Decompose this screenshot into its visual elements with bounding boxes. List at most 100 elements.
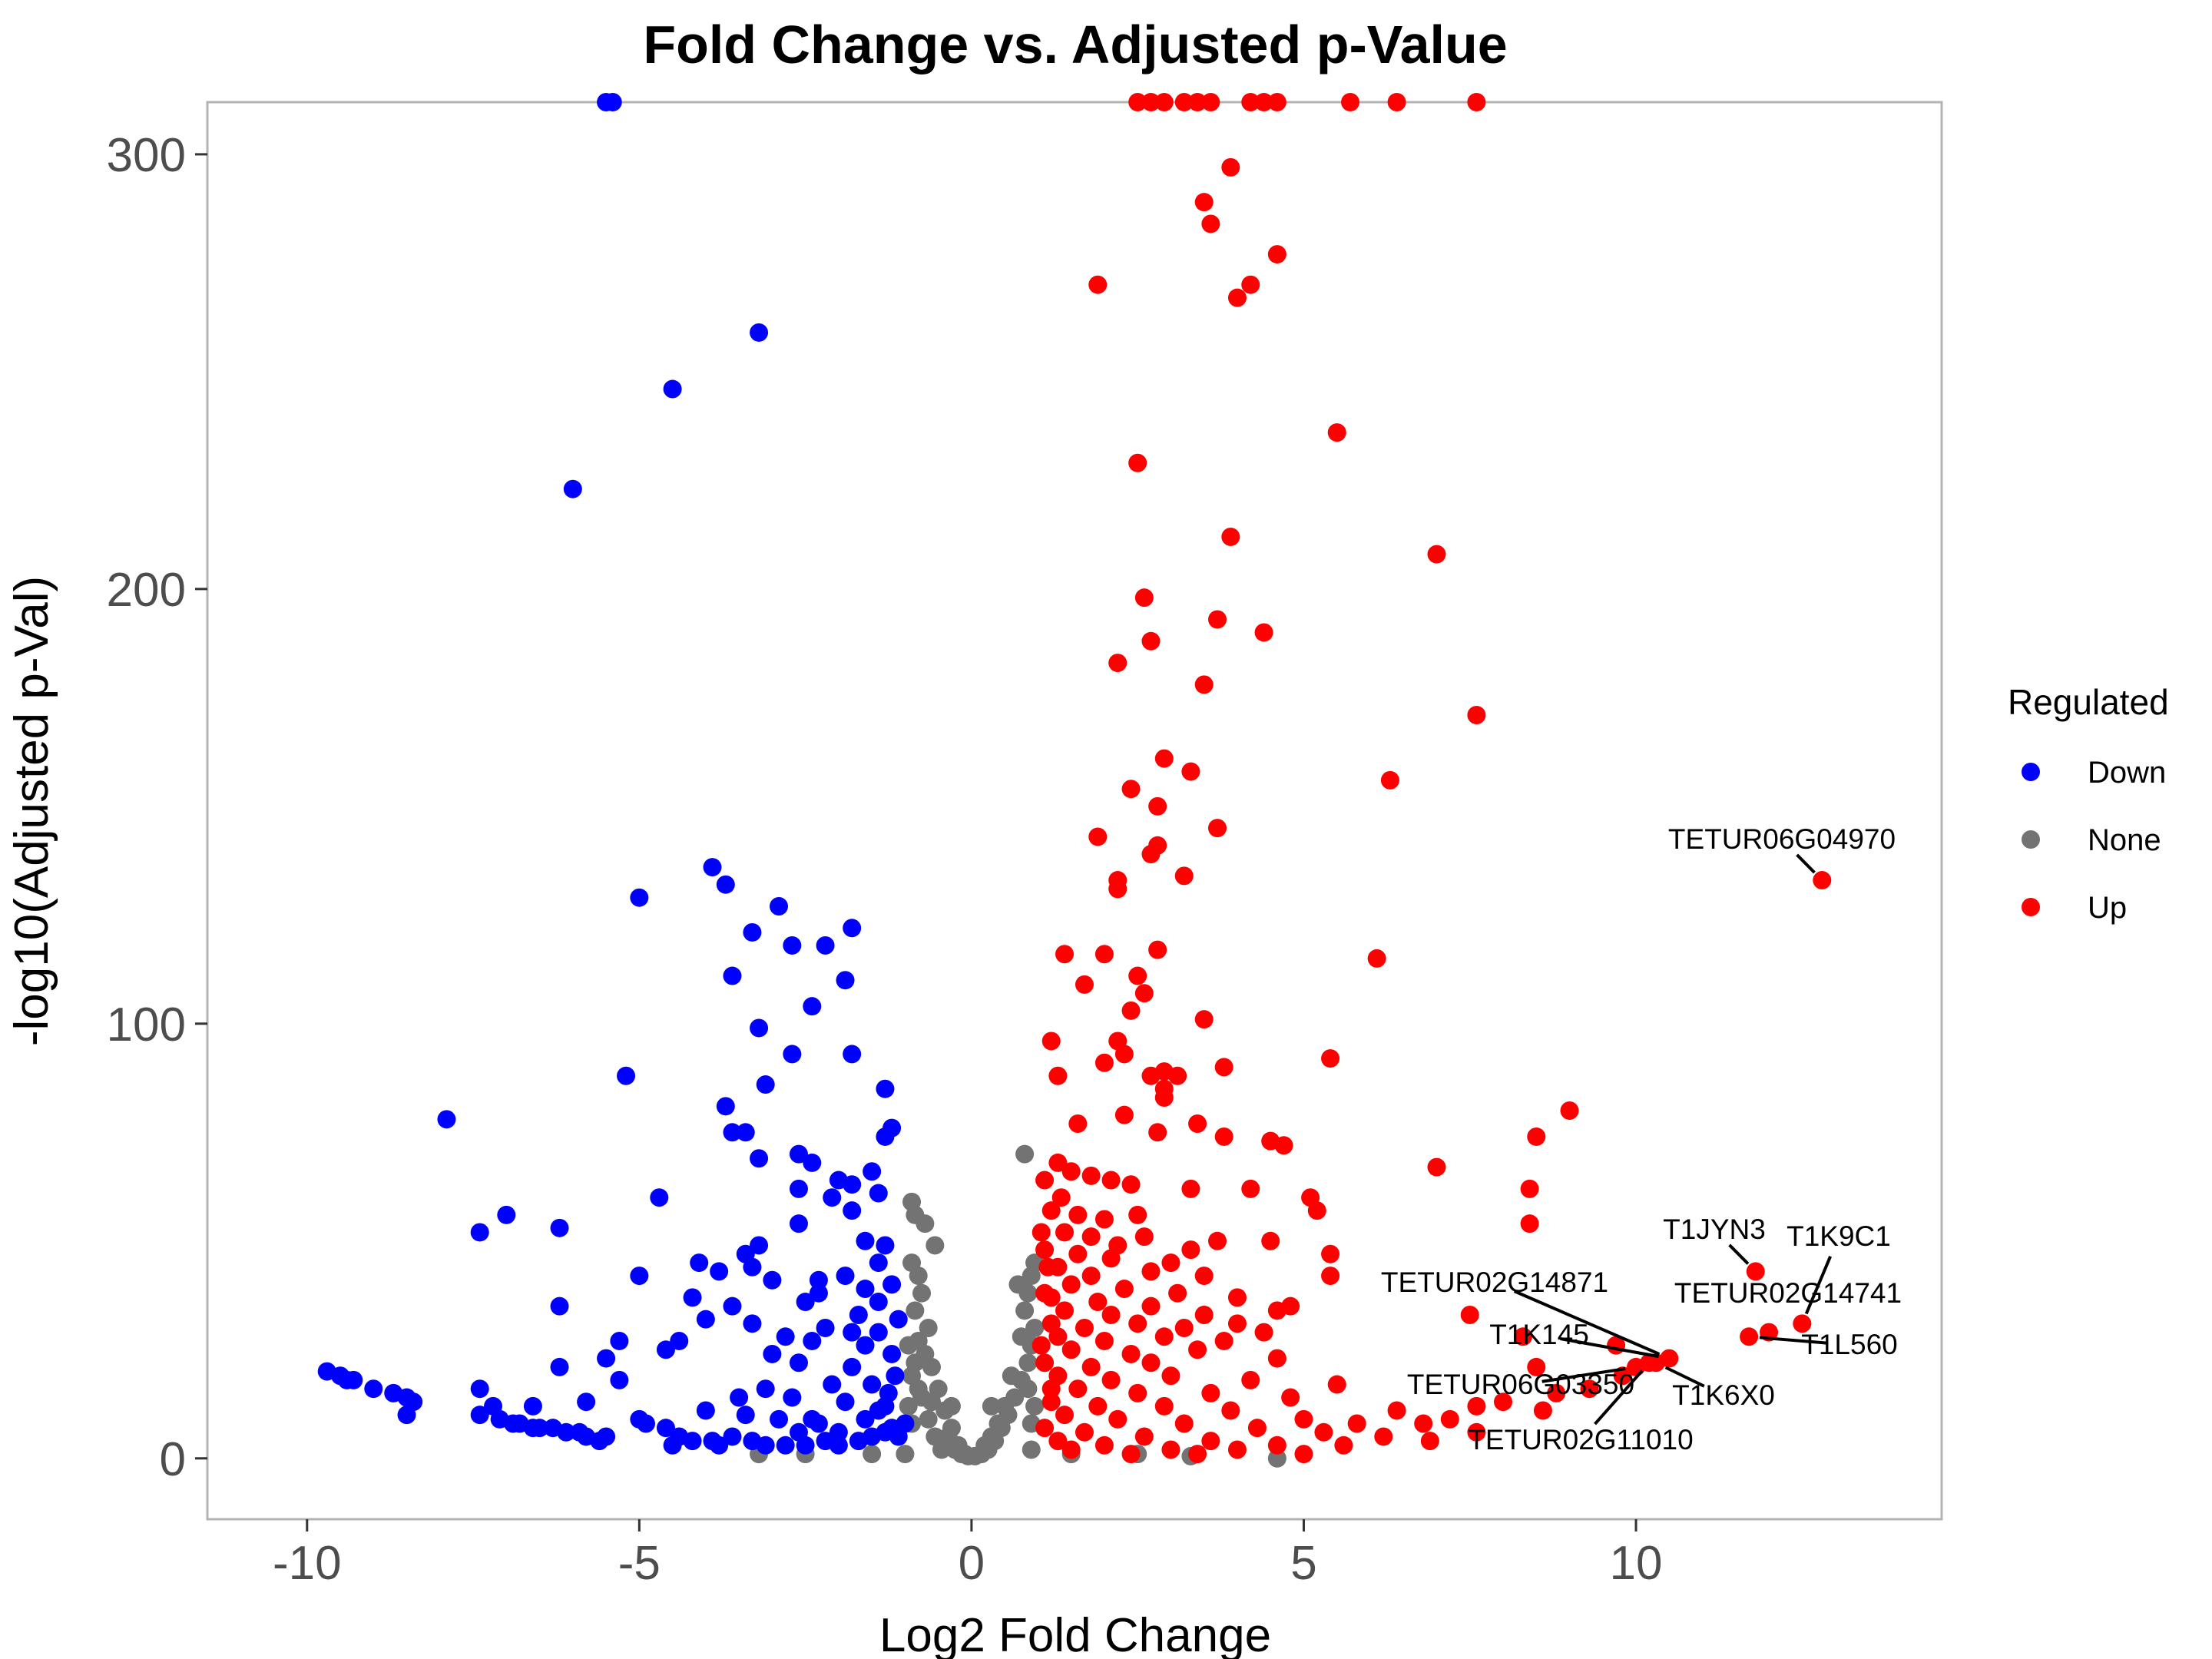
- data-point-up: [1154, 1327, 1174, 1346]
- data-point-up: [1068, 1205, 1088, 1224]
- data-point-up: [1174, 866, 1194, 886]
- data-point-none: [1018, 1379, 1038, 1399]
- data-point-down: [750, 1236, 769, 1255]
- data-point-down: [710, 1262, 729, 1281]
- data-point-none: [1012, 1327, 1031, 1346]
- data-point-up: [1281, 1388, 1300, 1407]
- data-point-up: [1327, 423, 1346, 442]
- data-point-up: [1520, 1214, 1539, 1233]
- data-point-up: [1420, 1432, 1439, 1451]
- data-point-up: [1746, 1262, 1765, 1281]
- data-point-up: [1128, 1314, 1147, 1333]
- series-down: [317, 93, 915, 1455]
- annotation-connector: [1728, 1243, 1750, 1265]
- data-point-down: [863, 1162, 882, 1181]
- annotation-connector: [1594, 1369, 1644, 1426]
- gene-annotations: TETUR06G04970 T1JYN3 T1K9C1 TETUR02G14871 TE…: [1381, 823, 1902, 1455]
- data-point-up: [1094, 1210, 1114, 1229]
- data-point-down: [656, 1419, 675, 1438]
- data-point-down: [723, 1296, 742, 1316]
- data-point-up: [1128, 1205, 1147, 1224]
- data-point-up: [1520, 1179, 1539, 1198]
- data-point-down: [803, 1409, 822, 1429]
- data-point-up: [1261, 1231, 1280, 1250]
- data-point-down: [879, 1383, 898, 1402]
- gene-label: T1K6X0: [1672, 1379, 1775, 1411]
- data-point-up: [1440, 1409, 1459, 1429]
- data-point-up: [1154, 1396, 1174, 1416]
- data-point-up: [1214, 1058, 1233, 1077]
- data-point-down: [876, 1236, 895, 1255]
- data-point-down: [750, 1018, 769, 1038]
- data-point-up: [1188, 93, 1207, 111]
- data-point-none: [896, 1445, 915, 1464]
- data-point-down: [716, 875, 735, 894]
- data-point-down: [743, 1257, 762, 1277]
- annotation-connector: [1804, 1256, 1832, 1315]
- data-point-down: [397, 1406, 416, 1425]
- y-tick-label: 300: [107, 129, 186, 182]
- data-point-down: [823, 1375, 842, 1394]
- data-point-up: [1048, 1066, 1068, 1085]
- data-point-down: [809, 1283, 828, 1303]
- legend-label-down: Down: [2088, 756, 2166, 790]
- data-point-down: [550, 1218, 569, 1237]
- data-point-none: [909, 1379, 928, 1399]
- data-point-down: [750, 1149, 769, 1168]
- data-point-down: [364, 1379, 383, 1399]
- data-point-down: [789, 1179, 808, 1198]
- data-point-up: [1347, 1414, 1366, 1433]
- data-point-up: [1460, 1306, 1479, 1325]
- data-point-down: [763, 1270, 782, 1290]
- data-point-down: [789, 1144, 808, 1164]
- gene-label: T1L560: [1801, 1329, 1898, 1360]
- data-point-up: [1467, 1396, 1486, 1416]
- data-point-up: [1201, 214, 1220, 233]
- gene-label: T1K145: [1489, 1319, 1589, 1350]
- legend-label-up: Up: [2088, 891, 2127, 925]
- data-point-up: [1041, 1201, 1061, 1220]
- data-point-down: [816, 935, 835, 955]
- data-point-up: [1267, 245, 1286, 264]
- data-point-up: [1241, 1370, 1260, 1389]
- data-point-down: [823, 1188, 842, 1207]
- data-point-up: [1141, 631, 1161, 651]
- data-point-up: [1148, 796, 1167, 816]
- data-point-up: [1114, 1280, 1134, 1299]
- data-point-up: [1108, 879, 1128, 899]
- data-point-none: [995, 1396, 1015, 1416]
- data-point-down: [836, 1392, 855, 1412]
- data-point-down: [610, 1370, 629, 1389]
- data-point-down: [470, 1223, 489, 1242]
- data-point-down: [896, 1414, 915, 1433]
- gene-label: TETUR06G03350: [1407, 1369, 1634, 1400]
- data-point-up: [1108, 1409, 1128, 1429]
- gene-label: TETUR02G14871: [1381, 1267, 1608, 1298]
- data-point-up: [1101, 1171, 1121, 1190]
- data-point-none: [912, 1283, 932, 1303]
- data-point-up: [1294, 1409, 1313, 1429]
- data-point-up: [1061, 1440, 1081, 1459]
- data-point-none: [1267, 1449, 1286, 1468]
- data-point-down: [736, 1123, 755, 1142]
- data-point-up: [1194, 675, 1214, 694]
- data-point-up: [1035, 1419, 1055, 1438]
- data-point-up: [1321, 1267, 1340, 1286]
- data-point-up: [1341, 93, 1360, 111]
- data-point-up: [1208, 610, 1227, 629]
- data-point-down: [856, 1336, 875, 1355]
- data-point-up: [1247, 1419, 1267, 1438]
- data-point-up: [1267, 1349, 1286, 1368]
- y-axis-title: -log10(Adjusted p-Val): [5, 576, 58, 1046]
- data-point-down: [856, 1231, 875, 1250]
- gene-label: T1K9C1: [1786, 1220, 1891, 1252]
- data-point-none: [899, 1396, 918, 1416]
- gene-label: TETUR02G11010: [1468, 1424, 1693, 1455]
- data-point-up: [1161, 1253, 1181, 1273]
- data-point-up: [1241, 1179, 1260, 1198]
- data-point-down: [856, 1280, 875, 1299]
- data-point-up: [1031, 1223, 1051, 1242]
- data-point-down: [523, 1419, 542, 1438]
